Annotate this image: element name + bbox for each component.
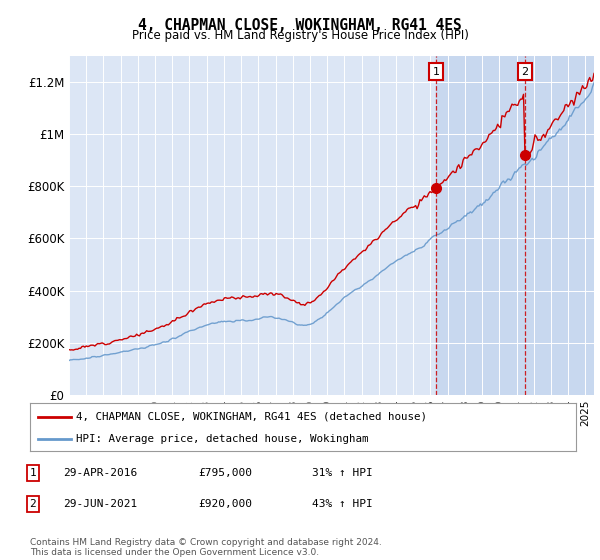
Text: Contains HM Land Registry data © Crown copyright and database right 2024.
This d: Contains HM Land Registry data © Crown c…: [30, 538, 382, 557]
Text: 1: 1: [433, 67, 440, 77]
Text: HPI: Average price, detached house, Wokingham: HPI: Average price, detached house, Woki…: [76, 434, 369, 444]
Text: 2: 2: [29, 499, 37, 509]
Text: 29-JUN-2021: 29-JUN-2021: [63, 499, 137, 509]
Text: Price paid vs. HM Land Registry's House Price Index (HPI): Price paid vs. HM Land Registry's House …: [131, 29, 469, 42]
Text: 1: 1: [29, 468, 37, 478]
Text: 29-APR-2016: 29-APR-2016: [63, 468, 137, 478]
Bar: [436, 56, 594, 395]
Text: 31% ↑ HPI: 31% ↑ HPI: [312, 468, 373, 478]
Text: £920,000: £920,000: [198, 499, 252, 509]
Text: 4, CHAPMAN CLOSE, WOKINGHAM, RG41 4ES (detached house): 4, CHAPMAN CLOSE, WOKINGHAM, RG41 4ES (d…: [76, 412, 427, 422]
Text: £795,000: £795,000: [198, 468, 252, 478]
Text: 43% ↑ HPI: 43% ↑ HPI: [312, 499, 373, 509]
Text: 4, CHAPMAN CLOSE, WOKINGHAM, RG41 4ES: 4, CHAPMAN CLOSE, WOKINGHAM, RG41 4ES: [138, 18, 462, 33]
Text: 2: 2: [521, 67, 529, 77]
